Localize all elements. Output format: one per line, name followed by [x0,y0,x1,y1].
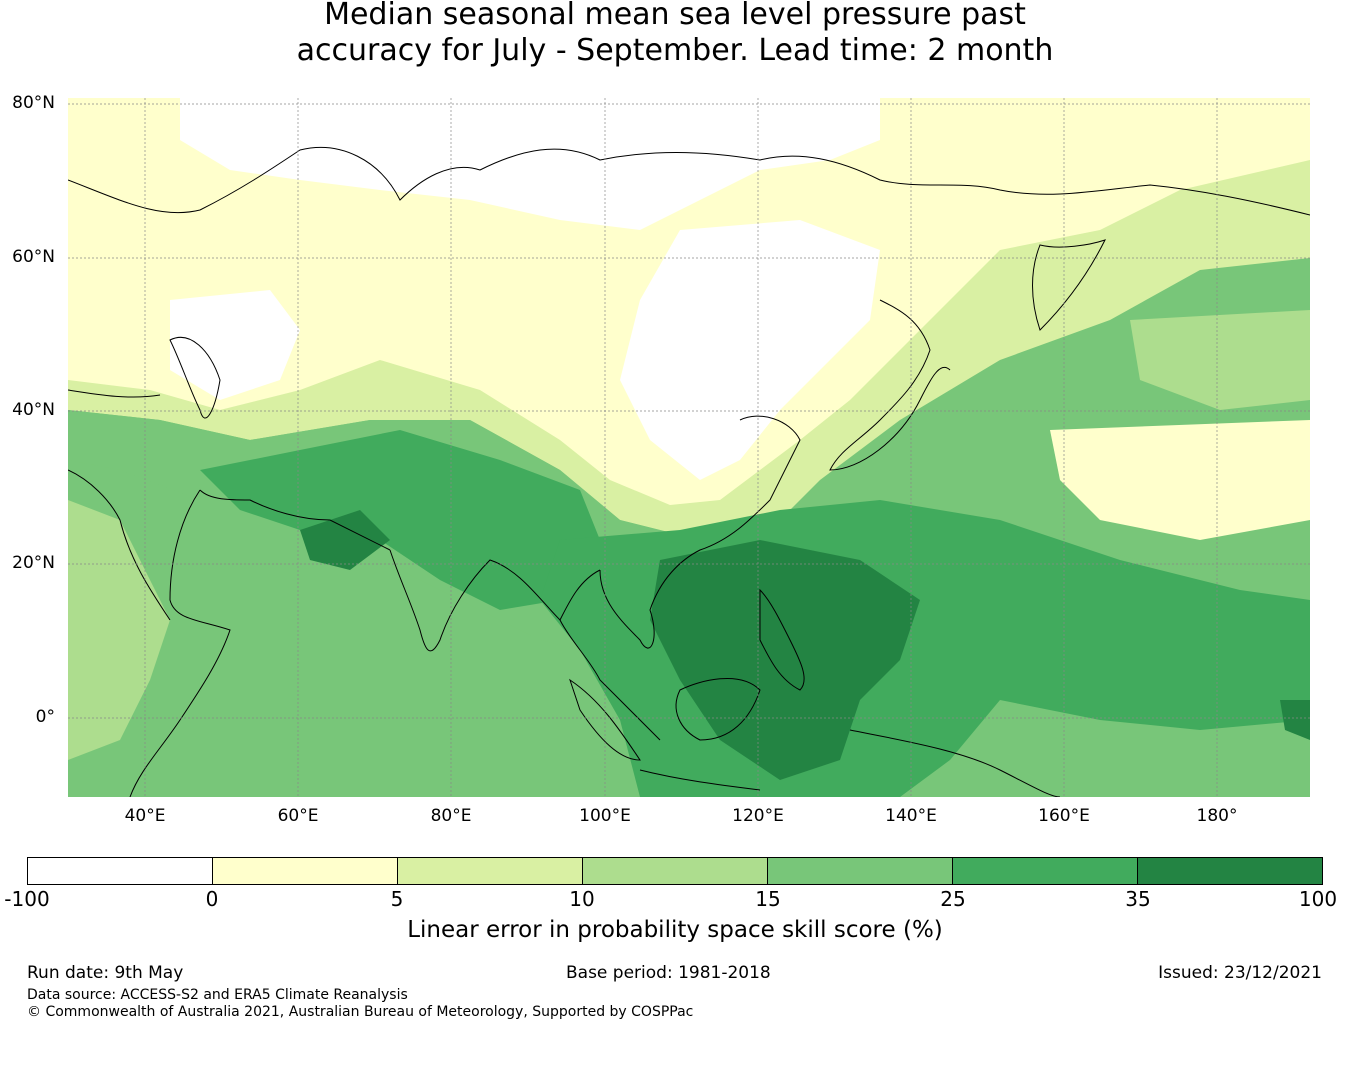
lat-label-60n: 60°N [12,247,55,267]
field-white-caspian [170,290,300,400]
field-dark-green-pakistan [300,510,390,570]
lon-label-100e: 100°E [579,806,631,826]
gridlines [68,98,1310,797]
colorbar-bin-6 [953,858,1138,884]
field-green-africa [68,500,170,760]
field-green-south-asia [200,430,600,610]
coastline-arabia-africa [129,489,231,797]
colorbar [27,857,1323,885]
coastline-caspian [169,336,221,419]
coastline-sumatra [569,678,641,761]
colorbar-tick: 35 [1125,887,1151,911]
lon-label-60e: 60°E [277,806,319,826]
field-white-china [620,220,880,480]
colorbar-bin-5 [768,858,953,884]
lat-label-20n: 20°N [12,553,55,573]
colorbar-bin-3 [398,858,583,884]
coastline-black-sea [68,389,161,398]
lon-label-80e: 80°E [430,806,472,826]
colorbar-tick: 0 [205,887,219,911]
lon-label-120e: 120°E [732,806,784,826]
base-period: Base period: 1981-2018 [566,963,771,983]
coastlines [68,146,1310,797]
coastline-java [639,769,761,791]
skill-fields [68,98,1310,797]
coastline-philippines [759,588,805,691]
run-date: Run date: 9th May [27,963,184,983]
colorbar-bin-7 [1138,858,1322,884]
issued-date: Issued: 23/12/2021 [1158,963,1322,983]
coastline-china [599,415,801,649]
lon-label-180: 180° [1196,806,1238,826]
field-pale-pacific [1050,420,1310,540]
chart-title-line-2: accuracy for July - September. Lead time… [296,33,1054,68]
data-source: Data source: ACCESS-S2 and ERA5 Climate … [27,987,408,1003]
colorbar-tick: 10 [569,887,595,911]
colorbar-label: Linear error in probability space skill … [407,917,943,943]
field-dark-green-philippines [650,540,920,780]
field-dark-green-east [1280,700,1310,740]
colorbar-bin-4 [583,858,768,884]
lat-label-0: 0° [35,707,55,727]
colorbar-tick: 15 [755,887,781,911]
coastline-arabian-sea [199,489,391,551]
lon-label-40e: 40°E [124,806,166,826]
chart-title-line-1: Median seasonal mean sea level pressure … [324,0,1026,32]
lat-label-80n: 80°N [12,93,55,113]
colorbar-bin-2 [213,858,398,884]
field-pale-arctic [880,98,1310,170]
field-green-pacific-north [1130,310,1310,410]
colorbar-bin-1 [28,858,213,884]
coastline-india [389,549,561,652]
colorbar-tick: -100 [4,887,50,911]
coastline-indochina [559,569,661,741]
colorbar-tick: 25 [940,887,966,911]
colorbar-tick: 100 [1298,887,1338,911]
coastline-arctic [68,146,1310,216]
coastline-borneo [675,677,761,741]
copyright: © Commonwealth of Australia 2021, Austra… [27,1004,694,1020]
coastline-japan-korea [829,299,951,471]
lat-label-40n: 40°N [12,400,55,420]
coastline-new-guinea [849,729,1061,797]
coastline-red-sea [68,469,171,621]
lon-label-140e: 140°E [885,806,937,826]
lon-label-160e: 160°E [1038,806,1090,826]
field-white-north [180,98,880,230]
coastline-kamchatka [1032,239,1106,331]
colorbar-tick: 5 [390,887,404,911]
